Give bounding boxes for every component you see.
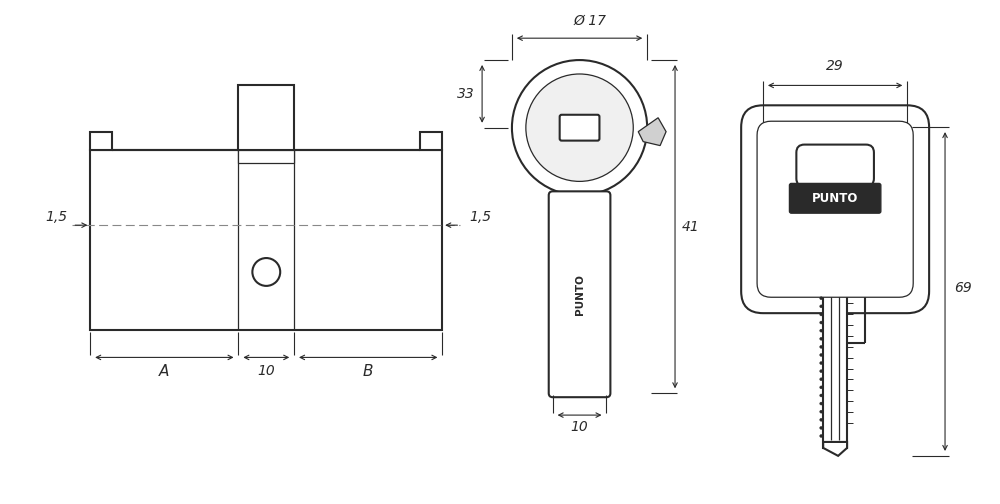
Text: 10: 10 xyxy=(571,420,588,434)
Circle shape xyxy=(820,345,823,348)
FancyBboxPatch shape xyxy=(549,192,610,397)
Circle shape xyxy=(820,402,823,405)
FancyBboxPatch shape xyxy=(560,115,599,141)
FancyBboxPatch shape xyxy=(796,145,874,186)
Circle shape xyxy=(820,337,823,340)
Text: 29: 29 xyxy=(826,59,844,74)
Circle shape xyxy=(820,434,823,437)
Text: 1,5: 1,5 xyxy=(469,210,491,224)
Circle shape xyxy=(252,258,280,286)
FancyBboxPatch shape xyxy=(757,121,913,297)
Bar xyxy=(90,150,442,330)
Text: A: A xyxy=(159,364,170,379)
Circle shape xyxy=(820,426,823,429)
Circle shape xyxy=(820,418,823,421)
Circle shape xyxy=(820,361,823,364)
Bar xyxy=(823,283,847,448)
FancyBboxPatch shape xyxy=(741,105,929,313)
Text: 33: 33 xyxy=(457,87,475,101)
FancyBboxPatch shape xyxy=(789,183,881,213)
Text: 41: 41 xyxy=(682,220,700,234)
Text: PUNTO: PUNTO xyxy=(812,192,858,205)
Circle shape xyxy=(820,313,823,316)
Text: Ø 17: Ø 17 xyxy=(573,14,606,28)
Bar xyxy=(90,132,112,150)
Polygon shape xyxy=(823,442,847,456)
Text: 1,5: 1,5 xyxy=(45,210,68,224)
Bar xyxy=(238,85,294,150)
Circle shape xyxy=(526,74,633,181)
Circle shape xyxy=(512,60,647,196)
Text: PUNTO: PUNTO xyxy=(575,274,585,314)
Circle shape xyxy=(820,378,823,381)
Text: 69: 69 xyxy=(954,281,972,294)
Circle shape xyxy=(820,386,823,389)
Circle shape xyxy=(820,297,823,300)
Circle shape xyxy=(820,410,823,413)
Polygon shape xyxy=(638,118,666,146)
Circle shape xyxy=(820,321,823,324)
Circle shape xyxy=(820,394,823,397)
Circle shape xyxy=(820,353,823,356)
Text: 10: 10 xyxy=(257,364,275,379)
Bar xyxy=(238,150,294,163)
Circle shape xyxy=(820,329,823,332)
Bar xyxy=(420,132,442,150)
Circle shape xyxy=(820,305,823,308)
Circle shape xyxy=(820,369,823,372)
Text: B: B xyxy=(363,364,373,379)
